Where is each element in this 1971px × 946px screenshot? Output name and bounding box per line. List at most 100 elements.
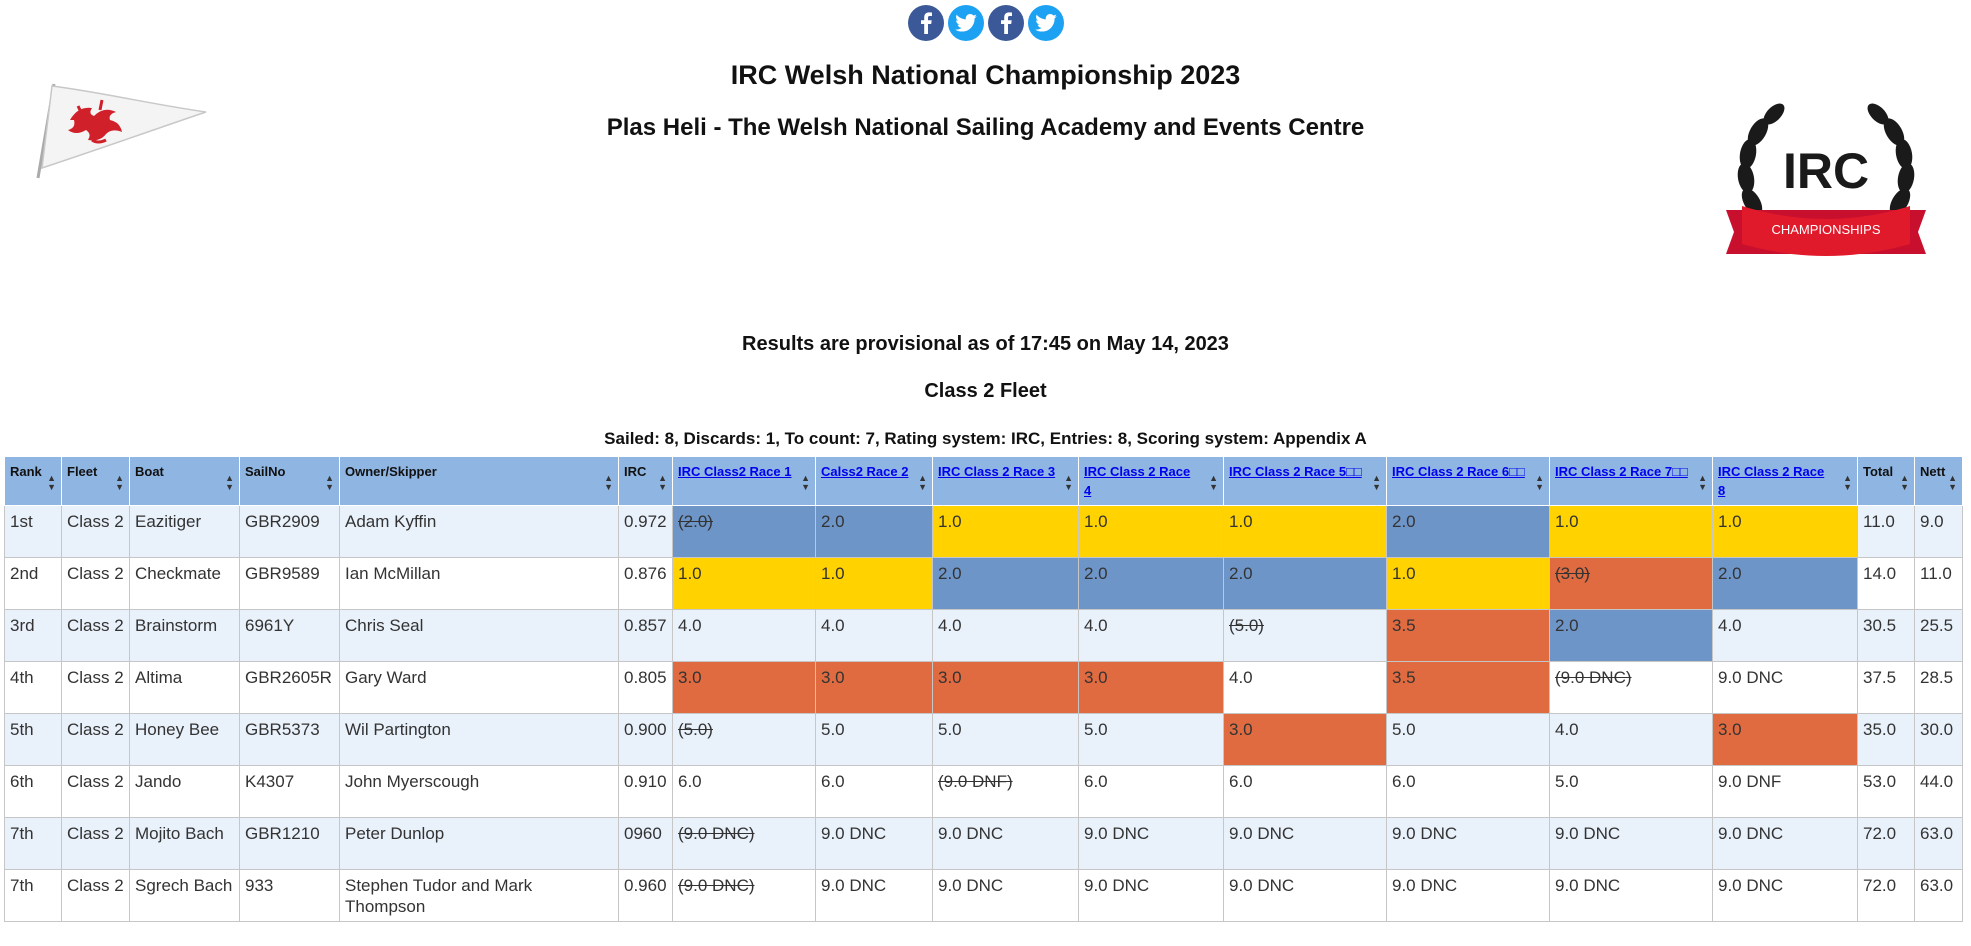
column-header[interactable]: IRC Class 2 Race 7□□ ▲ ▼: [1549, 456, 1713, 506]
sort-icon[interactable]: ▲ ▼: [1900, 473, 1909, 492]
facebook-share-button[interactable]: [908, 5, 944, 41]
sort-icon[interactable]: ▲ ▼: [1948, 473, 1957, 492]
race-score-cell: 2.0: [1078, 557, 1224, 610]
total-cell: 37.5: [1857, 661, 1915, 714]
race-score: 9.0 DNC: [1718, 876, 1784, 895]
sort-icon[interactable]: ▲ ▼: [1209, 473, 1218, 492]
sort-icon[interactable]: ▲ ▼: [115, 473, 124, 492]
twitter-icon: [955, 14, 977, 32]
race-link[interactable]: Calss2 Race 2: [821, 464, 909, 479]
facebook-icon: [1001, 12, 1012, 34]
facebook-icon: [921, 12, 932, 34]
race-link[interactable]: IRC Class2 Race 1: [678, 464, 792, 479]
column-header[interactable]: Nett ▲ ▼: [1914, 456, 1963, 506]
sort-icon[interactable]: ▲ ▼: [604, 473, 613, 492]
column-header[interactable]: IRC Class 2 Race 6□□ ▲ ▼: [1386, 456, 1550, 506]
race-link[interactable]: IRC Class 2 Race 7□□: [1555, 464, 1688, 479]
column-label: IRC: [624, 464, 647, 479]
race-score-cell: 9.0 DNC: [932, 817, 1079, 870]
discarded-score: (5.0): [1229, 616, 1264, 635]
nett-cell: 63.0: [1914, 817, 1963, 870]
sort-icon[interactable]: ▲ ▼: [1064, 473, 1073, 492]
race-score: 3.0: [1229, 720, 1253, 739]
sort-icon[interactable]: ▲ ▼: [225, 473, 234, 492]
column-header[interactable]: Calss2 Race 2 ▲ ▼: [815, 456, 933, 506]
sail-number-cell: GBR5373: [239, 713, 340, 766]
fleet-cell: Class 2: [61, 661, 130, 714]
race-link[interactable]: IRC Class 2 Race 3: [938, 464, 1056, 479]
total-cell: 11.0: [1857, 505, 1915, 558]
race-score-cell: 4.0: [932, 609, 1079, 662]
race-score-cell: 9.0 DNC: [1712, 817, 1858, 870]
race-score: 4.0: [1084, 616, 1108, 635]
race-score: 4.0: [821, 616, 845, 635]
column-header[interactable]: Boat ▲ ▼: [129, 456, 240, 506]
page-title: IRC Welsh National Championship 2023: [730, 60, 1241, 90]
nett-cell: 44.0: [1914, 765, 1963, 818]
race-score: 1.0: [1555, 512, 1579, 531]
facebook-share-button[interactable]: [988, 5, 1024, 41]
rank-cell: 7th: [4, 817, 62, 870]
race-score: 4.0: [678, 616, 702, 635]
race-score-cell: 4.0: [672, 609, 816, 662]
column-header[interactable]: Fleet ▲ ▼: [61, 456, 130, 506]
discarded-score: (9.0 DNF): [938, 772, 1013, 791]
sort-icon[interactable]: ▲ ▼: [801, 473, 810, 492]
race-score-cell: (5.0): [672, 713, 816, 766]
column-header[interactable]: Total ▲ ▼: [1857, 456, 1915, 506]
race-score-cell: 2.0: [1549, 609, 1713, 662]
column-header[interactable]: IRC Class 2 Race 3 ▲ ▼: [932, 456, 1079, 506]
column-header[interactable]: Owner/Skipper ▲ ▼: [339, 456, 619, 506]
twitter-share-button[interactable]: [1028, 5, 1064, 41]
race-link[interactable]: IRC Class 2 Race 5□□: [1229, 464, 1362, 479]
race-score-cell: 9.0 DNC: [815, 869, 933, 922]
race-score: 1.0: [1392, 564, 1416, 583]
column-header[interactable]: IRC Class 2 Race 8 ▲ ▼: [1712, 456, 1858, 506]
column-header[interactable]: IRC Class 2 Race 4 ▲ ▼: [1078, 456, 1224, 506]
twitter-icon: [1035, 14, 1057, 32]
race-score: 9.0 DNC: [821, 876, 887, 895]
sort-icon[interactable]: ▲ ▼: [918, 473, 927, 492]
sail-number-cell: GBR2605R: [239, 661, 340, 714]
race-score-cell: (5.0): [1223, 609, 1387, 662]
race-score: 5.0: [821, 720, 845, 739]
race-score-cell: 4.0: [1549, 713, 1713, 766]
discarded-score: (2.0): [678, 512, 713, 531]
column-header[interactable]: SailNo ▲ ▼: [239, 456, 340, 506]
race-score-cell: 4.0: [1712, 609, 1858, 662]
race-score: 3.0: [1718, 720, 1742, 739]
race-score: 9.0 DNC: [1229, 824, 1295, 843]
race-link[interactable]: IRC Class 2 Race 8: [1718, 464, 1825, 498]
nett-cell: 9.0: [1914, 505, 1963, 558]
sort-icon[interactable]: ▲ ▼: [1372, 473, 1381, 492]
table-row: 3rd Class 2 Brainstorm 6961Y Chris Seal 0.857…: [4, 609, 1963, 662]
sort-icon[interactable]: ▲ ▼: [325, 473, 334, 492]
race-score-cell: 3.0: [932, 661, 1079, 714]
sort-icon[interactable]: ▲ ▼: [1698, 473, 1707, 492]
twitter-share-button[interactable]: [948, 5, 984, 41]
race-link[interactable]: IRC Class 2 Race 4: [1084, 464, 1191, 498]
fleet-cell: Class 2: [61, 713, 130, 766]
race-score: 3.5: [1392, 668, 1416, 687]
sort-icon[interactable]: ▲ ▼: [47, 473, 56, 492]
sort-icon[interactable]: ▲ ▼: [658, 473, 667, 492]
race-score-cell: 2.0: [1386, 505, 1550, 558]
column-header[interactable]: IRC Class2 Race 1 ▲ ▼: [672, 456, 816, 506]
column-header[interactable]: Rank ▲ ▼: [4, 456, 62, 506]
sort-icon[interactable]: ▲ ▼: [1843, 473, 1852, 492]
race-score: 4.0: [1555, 720, 1579, 739]
table-row: 2nd Class 2 Checkmate GBR9589 Ian McMillan 0.…: [4, 557, 1963, 610]
race-link[interactable]: IRC Class 2 Race 6□□: [1392, 464, 1525, 479]
column-header[interactable]: IRC ▲ ▼: [618, 456, 673, 506]
race-score: 5.0: [938, 720, 962, 739]
race-score-cell: 3.0: [815, 661, 933, 714]
owner-cell: Ian McMillan: [339, 557, 619, 610]
race-score-cell: 1.0: [815, 557, 933, 610]
race-score-cell: 9.0 DNF: [1712, 765, 1858, 818]
sort-icon[interactable]: ▲ ▼: [1535, 473, 1544, 492]
race-score: 9.0 DNC: [1718, 824, 1784, 843]
race-score: 9.0 DNC: [821, 824, 887, 843]
column-header[interactable]: IRC Class 2 Race 5□□ ▲ ▼: [1223, 456, 1387, 506]
nett-cell: 11.0: [1914, 557, 1963, 610]
race-score-cell: 3.5: [1386, 609, 1550, 662]
